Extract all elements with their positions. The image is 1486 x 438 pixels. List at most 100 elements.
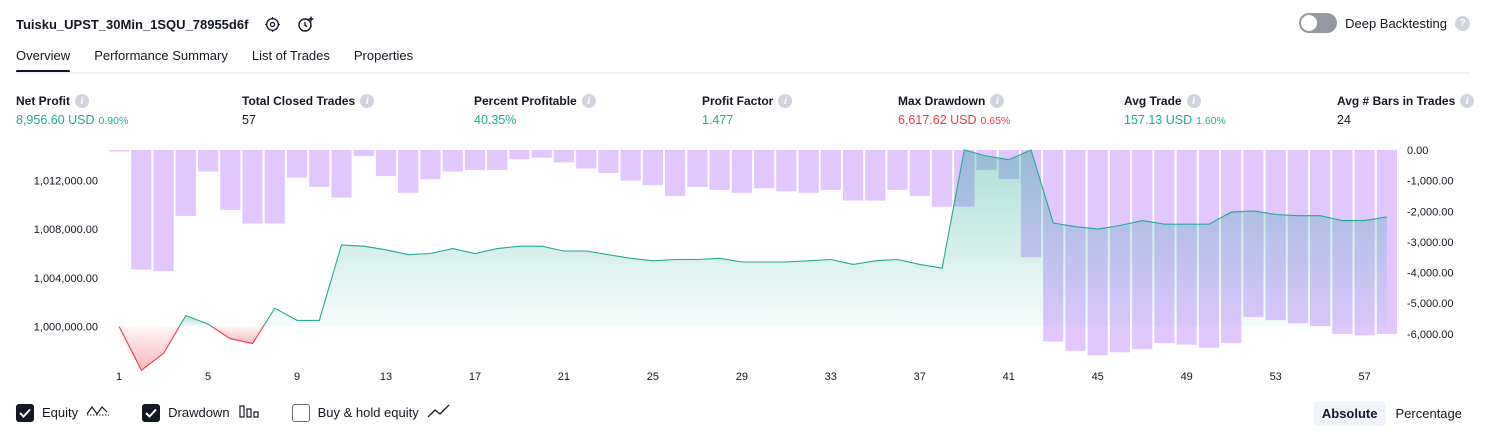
add-alert-icon[interactable]	[296, 14, 316, 34]
drawdown-bar	[531, 150, 552, 158]
drawdown-bar	[776, 150, 797, 192]
info-icon[interactable]: i	[75, 94, 89, 108]
y-right-tick-label: -6,000.00	[1407, 329, 1453, 341]
info-icon[interactable]: i	[1186, 94, 1201, 108]
x-tick-label: 1	[116, 371, 122, 383]
drawdown-bar	[353, 150, 374, 157]
metric-value: 57	[242, 113, 256, 127]
tab-overview[interactable]: Overview	[16, 48, 71, 73]
drawdown-bar	[887, 150, 908, 190]
drawdown-bar	[820, 150, 841, 190]
drawdown-bar	[598, 150, 619, 173]
x-tick-label: 21	[558, 371, 570, 383]
y-right-tick-label: 0.00	[1407, 145, 1428, 157]
x-tick-label: 33	[825, 371, 837, 383]
drawdown-bar	[220, 150, 241, 210]
y-left-tick-label: 1,004,000.00	[34, 273, 98, 285]
tab-properties[interactable]: Properties	[353, 48, 414, 63]
equity-line-profit	[262, 149, 1387, 327]
drawdown-bar	[931, 150, 953, 207]
info-icon[interactable]: i	[1460, 94, 1475, 108]
y-left-tick-label: 1,000,000.00	[34, 322, 98, 334]
metric-label: Profit Factor	[702, 94, 774, 108]
metric-label: Avg Trade	[1124, 94, 1182, 108]
equity-loss-area	[211, 326, 264, 344]
info-icon[interactable]: i	[360, 94, 375, 108]
equity-line-profit	[178, 314, 213, 327]
drawdown-bar	[375, 150, 397, 177]
drawdown-bar	[242, 150, 263, 224]
x-tick-label: 9	[294, 371, 300, 383]
y-left-tick-label: 1,012,000.00	[34, 175, 98, 187]
buy-hold-checkbox[interactable]	[291, 403, 310, 422]
chart-legend: Equity Drawdown Buy & hold equity	[16, 403, 451, 422]
equity-lines	[118, 149, 1387, 372]
x-tick-label: 57	[1358, 371, 1370, 383]
drawdown-bar	[620, 150, 641, 181]
legend-label: Drawdown	[168, 405, 230, 420]
deep-backtesting: Deep Backtesting ?	[1299, 13, 1470, 33]
y-right-tick-label: -4,000.00	[1407, 268, 1453, 280]
drawdown-bar	[175, 150, 196, 216]
drawdown-bar	[553, 150, 574, 163]
metric-percent-profitable: Percent Profitable i 40.35%	[474, 94, 596, 127]
drawdown-bar	[865, 150, 886, 201]
x-tick-label: 45	[1092, 371, 1104, 383]
metric-value: 24	[1337, 113, 1351, 127]
equity-checkbox[interactable]	[16, 403, 34, 422]
equity-profit-area	[263, 150, 1387, 327]
help-icon[interactable]: ?	[1455, 15, 1470, 31]
strategy-header: Tuisku_UPST_30Min_1SQU_78955d6f	[16, 12, 316, 36]
metric-avg-bars-in-trades: Avg # Bars in Trades i 24	[1337, 94, 1475, 127]
drawdown-checkbox[interactable]	[142, 403, 161, 422]
equity-line-loss	[211, 326, 264, 345]
legend-drawdown[interactable]: Drawdown	[142, 403, 259, 422]
percentage-button[interactable]: Percentage	[1395, 406, 1463, 421]
legend-buy-hold[interactable]: Buy & hold equity	[291, 403, 451, 422]
metric-percent: 0.90%	[98, 115, 129, 127]
legend-label: Equity	[42, 405, 79, 420]
drawdown-bar	[398, 150, 419, 193]
drawdown-bar	[198, 150, 219, 172]
metric-value: 8,956.60 USD	[16, 113, 95, 127]
info-icon[interactable]: i	[581, 94, 596, 108]
x-tick-label: 29	[736, 371, 748, 383]
strategy-name: Tuisku_UPST_30Min_1SQU_78955d6f	[16, 16, 249, 32]
metric-total-closed-trades: Total Closed Trades i 57	[242, 94, 375, 127]
tab-list-of-trades[interactable]: List of Trades	[251, 48, 330, 63]
metric-max-drawdown: Max Drawdown i 6,617.62 USD 0.65%	[898, 94, 1010, 127]
tabs-divider	[16, 72, 1470, 74]
drawdown-bar	[264, 150, 285, 224]
legend-equity[interactable]: Equity	[16, 403, 110, 422]
metric-label: Total Closed Trades	[242, 94, 356, 108]
legend-label: Buy & hold equity	[317, 405, 419, 420]
metric-label: Percent Profitable	[474, 94, 577, 108]
metric-label: Max Drawdown	[898, 94, 986, 108]
x-tick-label: 5	[205, 371, 211, 383]
tab-performance-summary[interactable]: Performance Summary	[94, 48, 228, 63]
absolute-button[interactable]: Absolute	[1313, 401, 1386, 426]
x-tick-label: 41	[1003, 371, 1015, 383]
y-left-tick-label: 1,008,000.00	[34, 224, 98, 236]
metric-label: Avg # Bars in Trades	[1337, 94, 1456, 108]
metric-profit-factor: Profit Factor i 1.477	[702, 94, 793, 127]
equity-drawdown-chart[interactable]: 1,012,000.00 1,008,000.00 1,004,000.00 1,00…	[0, 140, 1486, 398]
y-right-tick-label: -1,000.00	[1407, 176, 1453, 188]
info-icon[interactable]: i	[778, 94, 793, 108]
deep-backtesting-toggle[interactable]	[1299, 13, 1338, 33]
x-tick-label: 13	[380, 371, 392, 383]
x-tick-label: 53	[1270, 371, 1282, 383]
x-tick-label: 17	[469, 371, 481, 383]
drawdown-bar	[420, 150, 441, 180]
drawdown-bar	[153, 150, 174, 272]
info-icon[interactable]: i	[990, 94, 1005, 108]
toggle-knob	[1301, 15, 1318, 31]
drawdown-bar	[709, 150, 730, 190]
drawdown-bar	[286, 150, 308, 178]
equity-line-icon	[86, 403, 110, 422]
gear-icon[interactable]	[262, 14, 282, 34]
equity-loss-area	[119, 326, 180, 371]
equity-areas	[119, 150, 1387, 371]
equity-line-loss	[118, 326, 180, 372]
drawdown-bar	[487, 150, 508, 170]
